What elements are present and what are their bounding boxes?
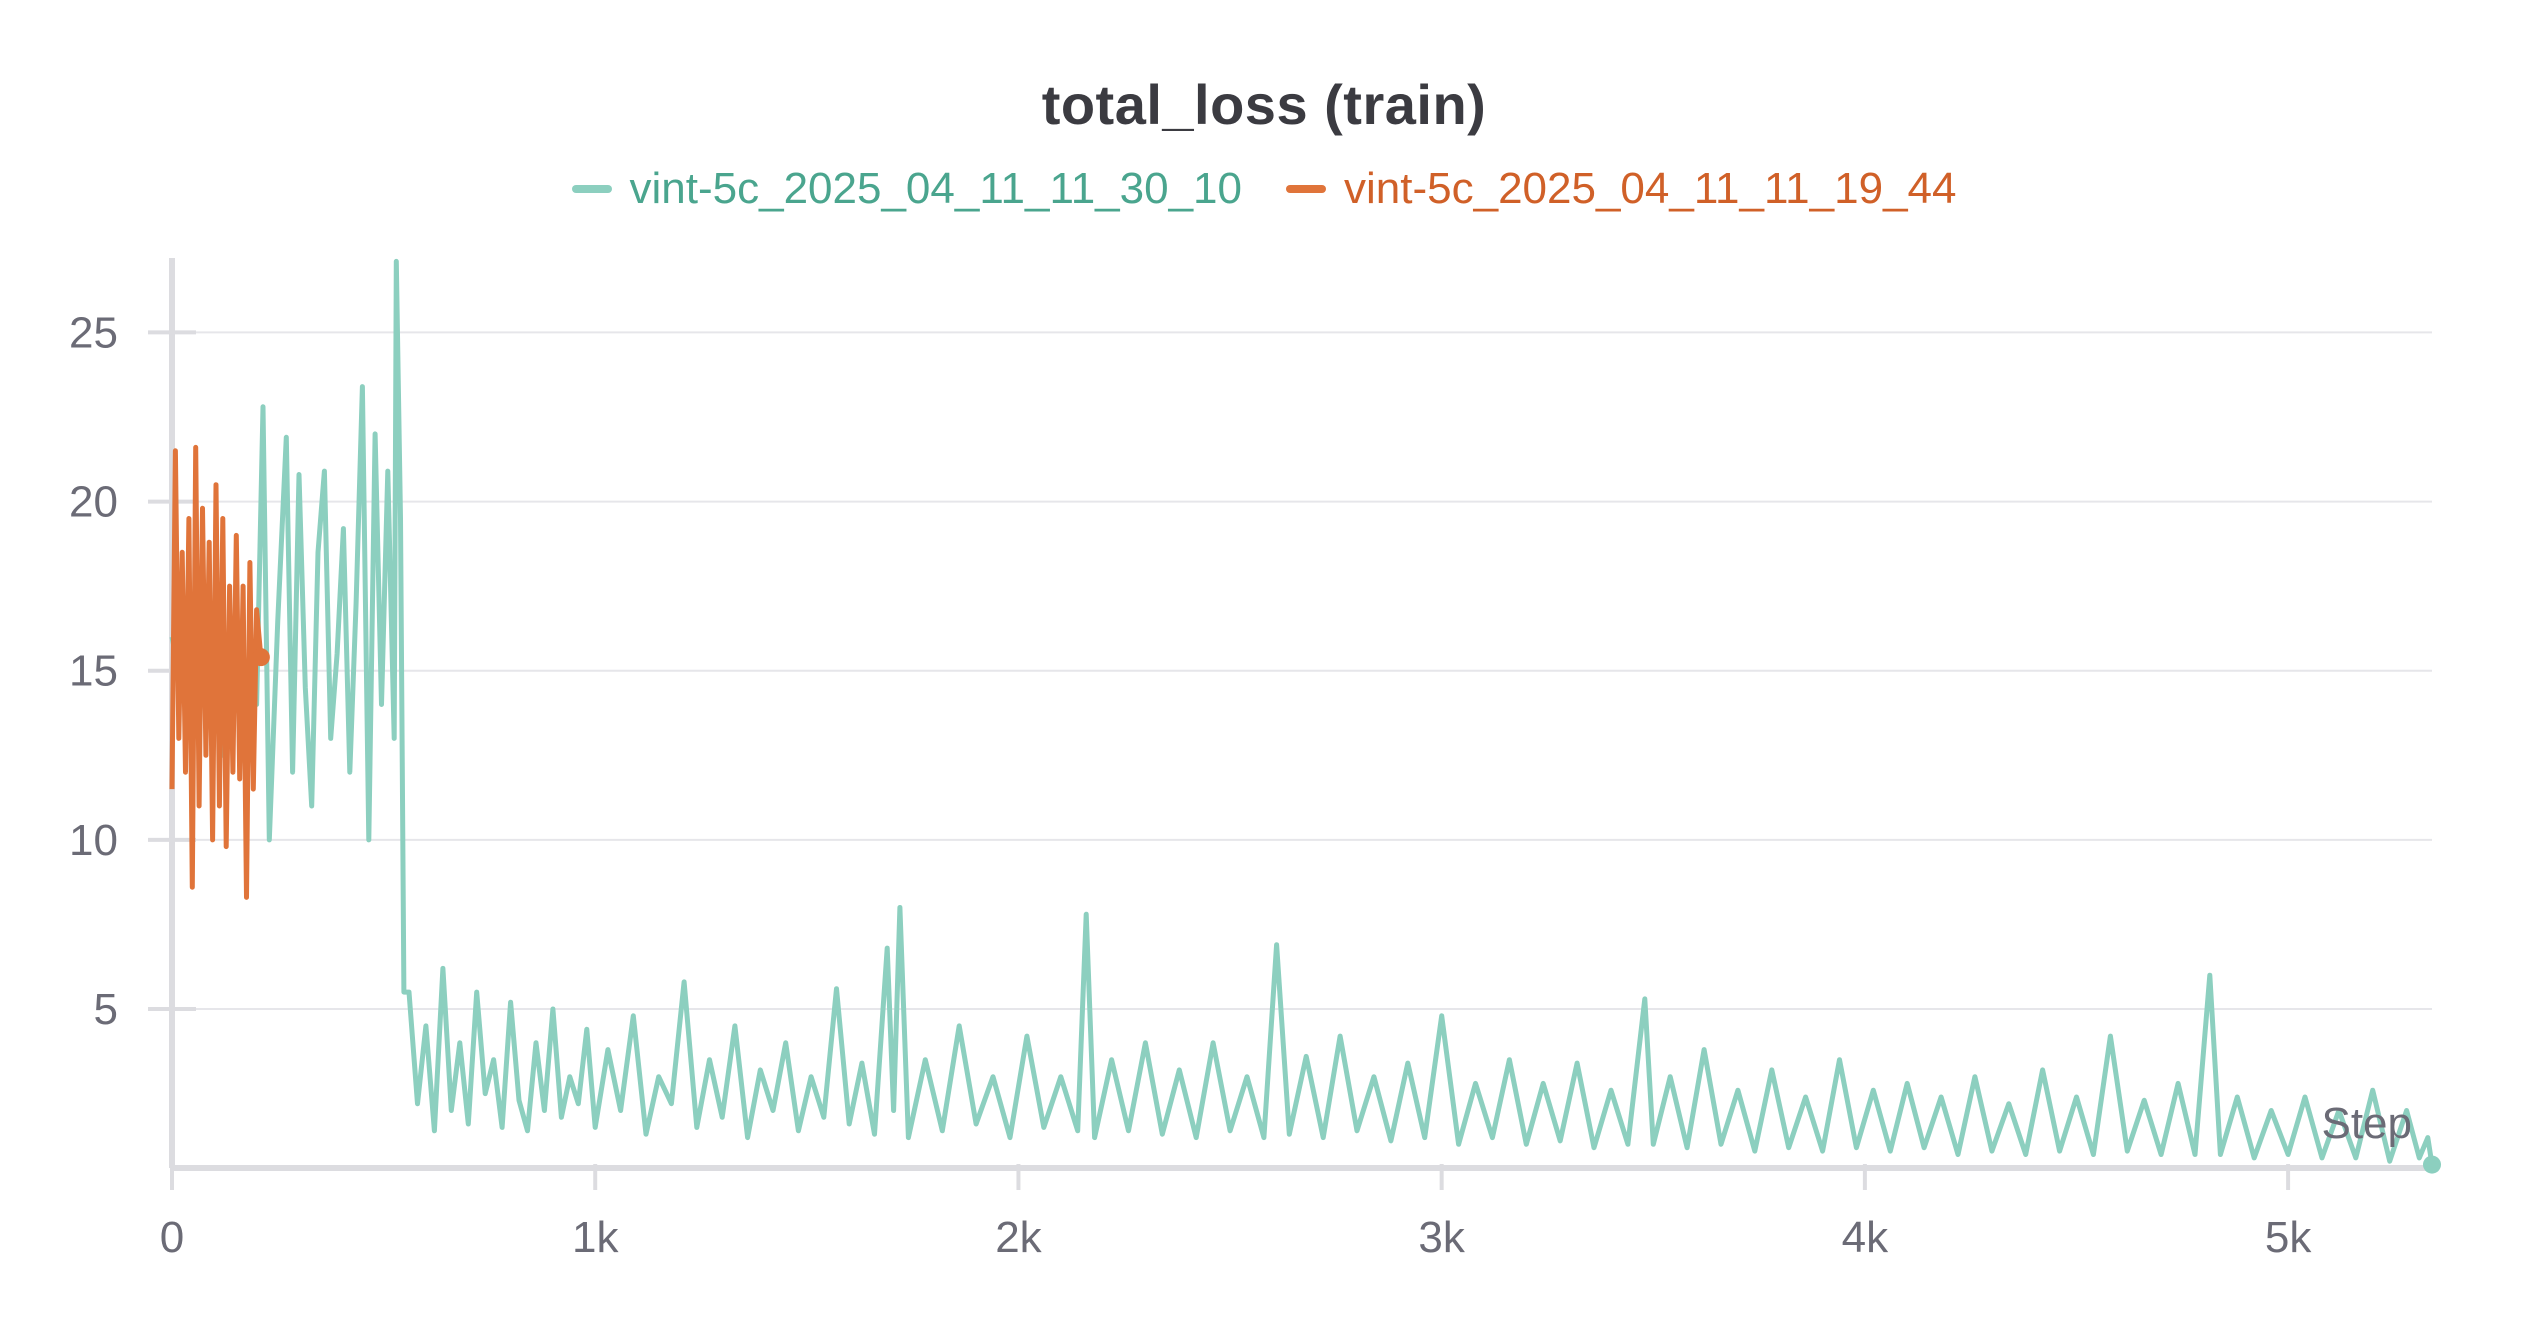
legend-swatch-series-2	[1286, 185, 1326, 193]
legend-label-series-2: vint-5c_2025_04_11_11_19_44	[1344, 164, 1957, 213]
chart-title: total_loss (train)	[1041, 73, 1487, 136]
legend-item-series-1[interactable]: vint-5c_2025_04_11_11_30_10	[571, 164, 1242, 214]
series-lines	[169, 258, 2441, 1174]
tick-labels: 5 10 15 20 25 0 1k 2k 3k 4k 5k	[69, 308, 2312, 1262]
grid-lines	[172, 331, 2432, 1011]
x-tick-label-3: 3k	[1418, 1213, 1465, 1262]
axes	[148, 258, 2436, 1190]
y-tick-label-3: 20	[69, 478, 118, 527]
x-tick-label-2: 2k	[995, 1213, 1042, 1262]
legend: vint-5c_2025_04_11_11_30_10 vint-5c_2025…	[0, 164, 2528, 214]
x-axis-title: Step	[2321, 1099, 2412, 1148]
y-tick-label-2: 15	[69, 647, 118, 696]
y-tick-label-4: 25	[69, 308, 118, 357]
y-tick-label-1: 10	[69, 816, 118, 865]
x-tick-label-1: 1k	[572, 1213, 619, 1262]
x-tick-label-0: 0	[160, 1213, 184, 1262]
series-line-2	[169, 444, 264, 900]
x-tick-label-4: 4k	[1842, 1213, 1889, 1262]
legend-label-series-1: vint-5c_2025_04_11_11_30_10	[629, 164, 1242, 213]
legend-item-series-2[interactable]: vint-5c_2025_04_11_11_19_44	[1286, 164, 1956, 214]
x-tick-label-5: 5k	[2265, 1213, 2312, 1262]
y-tick-label-0: 5	[94, 985, 118, 1034]
legend-swatch-series-1	[571, 185, 612, 193]
series-end-marker-1	[2423, 1155, 2441, 1174]
series-line-1	[169, 258, 2435, 1165]
series-end-marker-2	[251, 648, 270, 667]
